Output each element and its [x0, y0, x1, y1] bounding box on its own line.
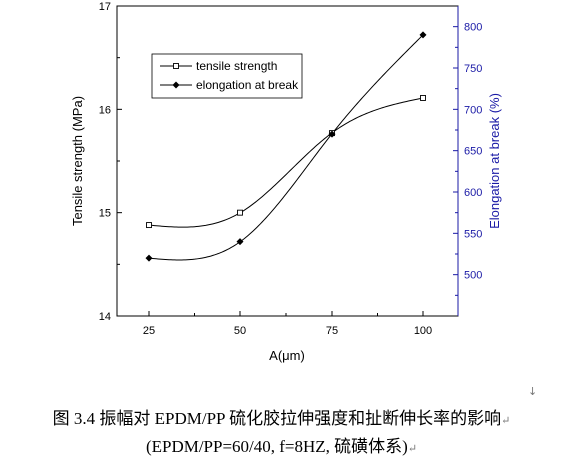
series-curves [148, 34, 424, 261]
y-tick-label: 14 [99, 311, 111, 323]
elongation-point [145, 254, 153, 262]
y-tick-label: 15 [99, 208, 111, 220]
arrow-mark: ↓ [528, 385, 538, 398]
legend-label-tensile: tensile strength [196, 59, 277, 73]
plot-frame [116, 5, 459, 317]
y-right-tick-label: 650 [464, 146, 482, 158]
series-line-tensile [148, 97, 424, 228]
x-axis-label: A(μm) [269, 348, 305, 363]
return-mark-2: ↵ [407, 443, 418, 455]
x-tick-label: 100 [414, 325, 432, 337]
y-tick-label: 16 [99, 104, 111, 116]
y-tick-label: 17 [99, 1, 111, 13]
elongation-point [419, 31, 427, 39]
elongation-point [236, 238, 244, 246]
y-axis-right-label: Elongation at break (%) [487, 93, 502, 229]
x-tick-label: 25 [143, 325, 155, 337]
y-axis-left: 14 15 16 17 [99, 1, 122, 323]
y-right-tick-label: 550 [464, 228, 482, 240]
legend-label-elongation: elongation at break [196, 78, 299, 92]
y-right-tick-label: 750 [464, 63, 482, 75]
y-axis-right: 500 550 600 650 700 750 800 [453, 22, 482, 296]
y-right-tick-label: 500 [464, 270, 482, 282]
caption-line-1: 图 3.4 振幅对 EPDM/PP 硫化胶拉伸强度和扯断伸长率的影响↵ [0, 404, 563, 429]
legend-marker-elongation [172, 81, 180, 89]
x-tick-label: 75 [326, 325, 338, 337]
elongation-point [328, 130, 336, 138]
series-line-elongation [148, 34, 424, 261]
y-right-tick-label: 700 [464, 104, 482, 116]
y-right-tick-label: 600 [464, 187, 482, 199]
legend: tensile strength elongation at break [151, 53, 303, 99]
tensile-point [146, 222, 152, 229]
tensile-point [420, 95, 426, 101]
tensile-point [237, 209, 243, 216]
series-markers [145, 31, 427, 262]
y-axis-left-label: Tensile strength (MPa) [70, 96, 85, 226]
caption-line-2: (EPDM/PP=60/40, f=8HZ, 硫磺体系)↵ [0, 432, 563, 457]
chart: 25 50 75 100 14 15 16 17 500 550 600 650 700 750 800… [70, 1, 502, 363]
legend-box [151, 53, 303, 99]
caption-text-2: (EPDM/PP=60/40, f=8HZ, 硫磺体系) [145, 437, 408, 456]
caption-text-1: 图 3.4 振幅对 EPDM/PP 硫化胶拉伸强度和扯断伸长率的影响 [52, 409, 502, 428]
x-tick-label: 50 [234, 325, 246, 337]
legend-marker-tensile [173, 63, 179, 69]
x-axis: 25 50 75 100 [143, 311, 432, 337]
y-right-tick-label: 800 [464, 22, 482, 34]
return-mark-1: ↵ [501, 415, 511, 427]
